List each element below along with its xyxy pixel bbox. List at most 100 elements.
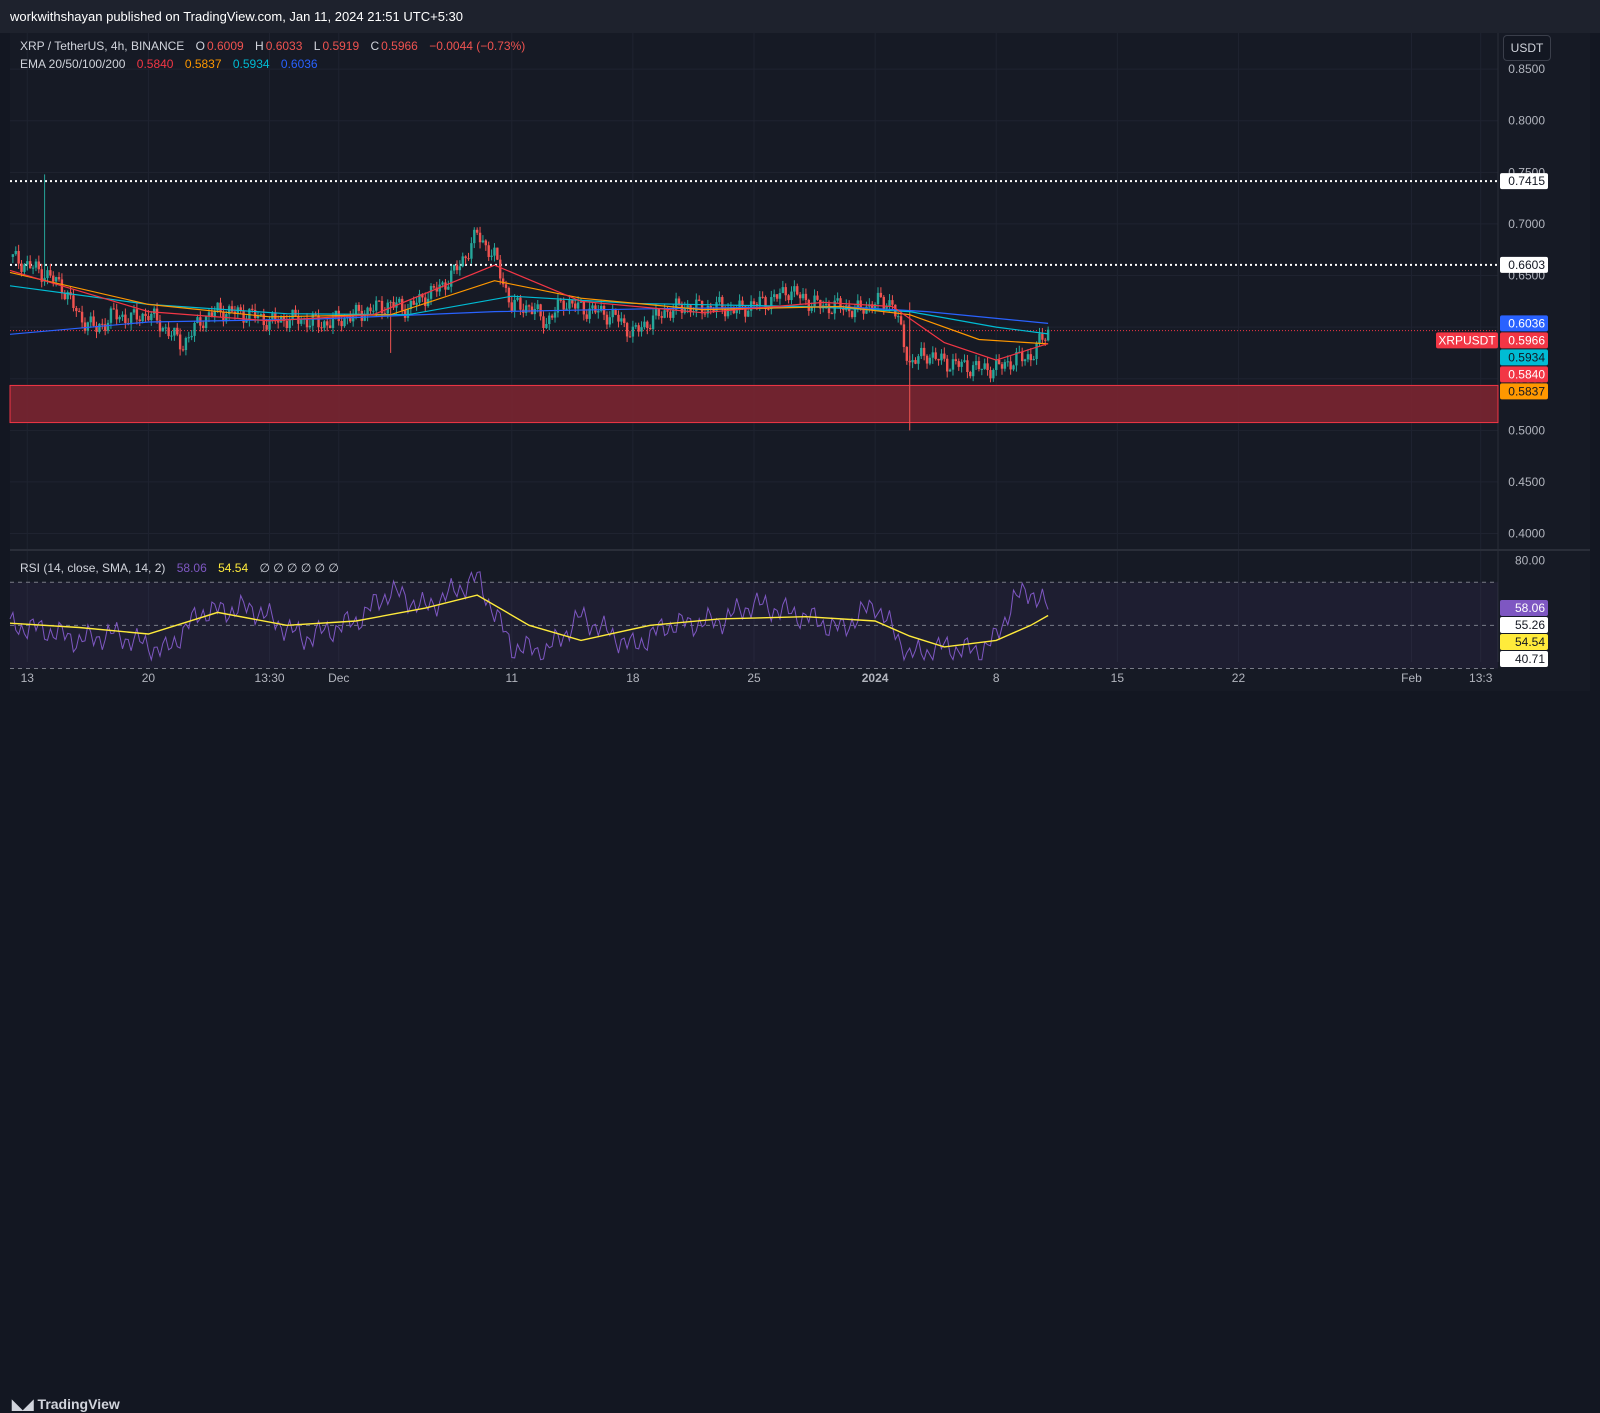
candle-body: [46, 270, 49, 279]
candle-body: [721, 297, 724, 310]
candle-body: [89, 316, 92, 323]
candle-body: [181, 349, 185, 351]
candle-body: [412, 300, 415, 305]
candle-body: [957, 361, 960, 367]
candle-body: [703, 313, 707, 315]
chart-canvas[interactable]: 0.85000.80000.75000.70000.65000.60000.55…: [0, 0, 1600, 746]
candle-body: [11, 254, 15, 257]
candle-body: [862, 307, 865, 314]
symbol-legend: XRP / TetherUS, 4h, BINANCE O 0.6009 H 0.6…: [20, 39, 527, 53]
candle-body: [983, 363, 986, 369]
candle-body: [1032, 358, 1035, 361]
candle-body: [700, 300, 704, 314]
candle-body: [853, 307, 857, 318]
candle-body: [204, 316, 208, 329]
candle-body: [677, 298, 681, 305]
candle-body: [617, 314, 620, 322]
candle-body: [631, 326, 635, 337]
candle-body: [775, 294, 779, 299]
currency-unit-button[interactable]: USDT: [1503, 35, 1551, 61]
candle-body: [971, 365, 975, 377]
price-tick-label: 0.4000: [1508, 527, 1545, 541]
candle-body: [804, 293, 808, 301]
candle-body: [899, 316, 903, 325]
candle-body: [17, 250, 20, 264]
candle-body: [496, 247, 499, 260]
candle-body: [594, 305, 597, 313]
ema-label: EMA 20/50/100/200: [20, 57, 126, 71]
candle-body: [377, 300, 381, 302]
candle-body: [718, 297, 721, 303]
candle-body: [1046, 329, 1050, 341]
candle-body: [452, 264, 456, 271]
candle-body: [784, 287, 787, 296]
candle-body: [790, 291, 793, 301]
candle-body: [810, 306, 813, 311]
candle-body: [504, 284, 508, 288]
candle-body: [755, 304, 759, 306]
candle-body: [556, 299, 560, 313]
candle-body: [101, 323, 104, 325]
rsi-legend: RSI (14, close, SMA, 14, 2) 58.06 54.54 …: [20, 561, 341, 575]
candle-body: [320, 327, 323, 329]
candle-body: [28, 261, 32, 269]
candle-body: [294, 309, 297, 316]
candle-body: [155, 308, 159, 321]
candle-body: [770, 297, 773, 310]
candle-body: [158, 320, 162, 332]
candle-body: [271, 313, 274, 320]
candle-body: [608, 317, 612, 325]
candle-body: [925, 355, 929, 364]
candle-body: [251, 308, 254, 310]
candle-body: [980, 368, 984, 370]
candle-body: [129, 312, 133, 325]
candle-body: [161, 327, 165, 332]
price-tick-label: 0.7000: [1508, 217, 1545, 231]
candle-body: [819, 299, 822, 309]
candle-body: [57, 277, 61, 280]
candle-body: [798, 294, 802, 299]
candle-body: [363, 315, 366, 321]
candle-body: [1023, 359, 1027, 362]
candle-body: [259, 313, 263, 316]
candle-body: [527, 305, 531, 307]
candle-body: [974, 361, 978, 366]
candle-body: [118, 316, 121, 320]
level-price-tag: [1500, 173, 1548, 190]
candle-body: [317, 315, 320, 328]
ema50-line: [9, 271, 1049, 345]
price-axis-tag: [1500, 332, 1548, 349]
candle-body: [920, 347, 923, 357]
time-tick-label: 15: [1111, 671, 1125, 685]
candle-body: [801, 293, 805, 299]
candle-body: [571, 300, 574, 304]
candle-body: [977, 361, 981, 370]
candle-body: [26, 261, 29, 265]
candle-body: [308, 325, 312, 328]
candle-body: [398, 298, 401, 303]
candle-body: [478, 232, 482, 243]
low-value: 0.5919: [322, 39, 360, 53]
candle-body: [83, 322, 87, 331]
candle-body: [611, 308, 614, 318]
candle-body: [216, 302, 219, 311]
candle-body: [464, 256, 467, 259]
time-tick-label: 13:30: [255, 671, 285, 685]
level-price-tag: [1500, 256, 1548, 273]
candle-body: [115, 309, 118, 320]
candle-body: [109, 308, 113, 323]
candle-body: [513, 299, 516, 312]
candle-body: [576, 302, 580, 309]
candle-body: [103, 324, 107, 331]
candle-body: [830, 313, 834, 315]
candle-body: [490, 255, 493, 257]
candle-body: [406, 308, 410, 318]
candle-body: [447, 286, 450, 290]
candle-body: [351, 314, 355, 322]
candle-body: [98, 323, 101, 332]
chart-panel[interactable]: [10, 33, 1590, 691]
candle-body: [481, 240, 485, 243]
price-axis-tag-text: 0.5840: [1508, 367, 1545, 381]
candle-body: [640, 327, 643, 332]
symbol-price-tag: [1436, 332, 1498, 349]
